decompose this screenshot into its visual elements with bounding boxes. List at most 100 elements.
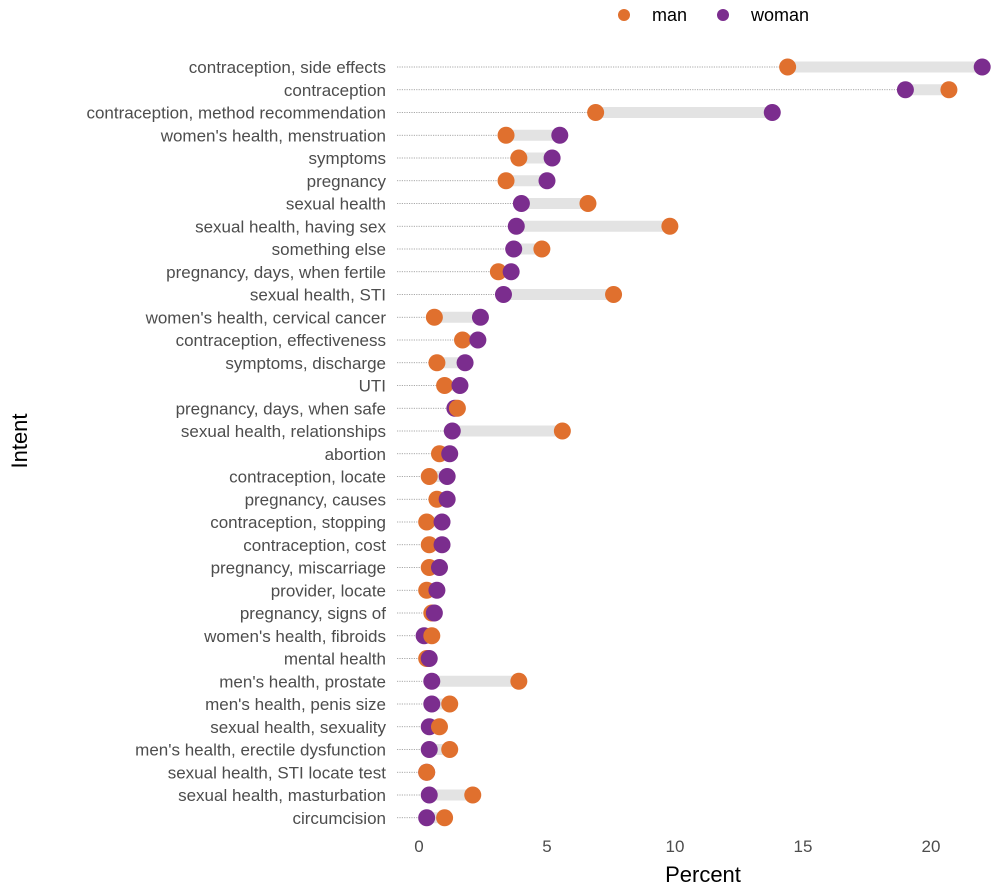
- point-woman-sexual-health-having-sex: [507, 217, 525, 235]
- legend-woman-marker: [717, 9, 729, 21]
- x-axis-title: Percent: [665, 862, 741, 887]
- point-woman-pregnancy: [538, 172, 556, 190]
- point-man-women-s-health-menstruation: [497, 126, 515, 144]
- category-label-pregnancy-miscarriage: pregnancy, miscarriage: [211, 559, 386, 578]
- point-man-contraception-cost: [420, 536, 438, 554]
- category-label-circumcision: circumcision: [292, 809, 386, 828]
- point-woman-pregnancy-days-when-fertile: [502, 263, 520, 281]
- category-label-sexual-health-sti: sexual health, STI: [250, 286, 386, 305]
- point-woman-contraception-stopping: [433, 513, 451, 531]
- category-labels: contraception, side effects contraception…: [86, 58, 386, 828]
- legend: man woman: [618, 5, 809, 25]
- x-tick-label-10: 10: [666, 837, 685, 856]
- category-label-contraception-locate: contraception, locate: [229, 468, 386, 487]
- category-label-contraception-cost: contraception, cost: [243, 536, 386, 555]
- category-label-pregnancy-days-when-fertile: pregnancy, days, when fertile: [166, 263, 386, 282]
- point-woman-sexual-health: [512, 195, 530, 212]
- point-woman-contraception-effectiveness: [469, 331, 487, 349]
- data-points: [415, 58, 991, 827]
- category-label-sexual-health-having-sex: sexual health, having sex: [195, 217, 386, 236]
- category-label-sexual-health: sexual health: [286, 195, 386, 214]
- point-woman-pregnancy-miscarriage: [430, 559, 448, 576]
- point-woman-sexual-health-sti: [494, 286, 512, 303]
- point-man-contraception: [940, 81, 958, 99]
- point-man-something-else: [533, 240, 551, 258]
- x-tick-label-0: 0: [414, 837, 423, 856]
- point-man-pregnancy-days-when-safe: [448, 399, 466, 417]
- point-man-contraception-side-effects: [779, 58, 797, 76]
- point-woman-abortion: [441, 445, 459, 463]
- point-woman-men-s-health-prostate: [423, 672, 441, 690]
- point-woman-contraception: [896, 81, 914, 99]
- x-axis-ticks: 0 5 10 15 20: [414, 837, 940, 856]
- category-label-men-s-health-penis-size: men's health, penis size: [205, 695, 386, 714]
- category-label-symptoms-discharge: symptoms, discharge: [225, 354, 386, 373]
- category-label-symptoms: symptoms: [309, 149, 386, 168]
- legend-woman-label: woman: [750, 5, 809, 25]
- point-woman-contraception-side-effects: [973, 58, 991, 76]
- point-woman-pregnancy-causes: [438, 490, 456, 508]
- point-man-symptoms: [510, 149, 528, 167]
- y-axis-title: Intent: [7, 413, 32, 468]
- point-man-men-s-health-prostate: [510, 672, 528, 690]
- x-tick-label-15: 15: [794, 837, 813, 856]
- category-label-sexual-health-sti-locate-test: sexual health, STI locate test: [168, 763, 387, 782]
- category-label-contraception-method-recommendation: contraception, method recommendation: [86, 104, 386, 123]
- point-woman-sexual-health-masturbation: [420, 786, 438, 804]
- point-man-circumcision: [436, 809, 454, 827]
- category-label-men-s-health-prostate: men's health, prostate: [219, 672, 386, 691]
- point-man-contraception-locate: [420, 468, 438, 485]
- point-man-contraception-stopping: [418, 513, 436, 531]
- point-man-sexual-health: [579, 195, 597, 212]
- category-label-mental-health: mental health: [284, 650, 386, 669]
- point-woman-sexual-health-relationships: [443, 422, 461, 440]
- point-woman-uti: [451, 377, 469, 394]
- category-label-abortion: abortion: [325, 445, 386, 464]
- point-woman-men-s-health-penis-size: [423, 695, 441, 713]
- point-woman-circumcision: [418, 809, 436, 827]
- category-label-sexual-health-relationships: sexual health, relationships: [181, 422, 386, 441]
- point-man-pregnancy-days-when-fertile: [489, 263, 507, 281]
- point-woman-contraception-method-recommendation: [763, 104, 781, 121]
- point-woman-women-s-health-cervical-cancer: [471, 308, 489, 326]
- category-label-women-s-health-fibroids: women's health, fibroids: [203, 627, 386, 646]
- point-woman-contraception-cost: [433, 536, 451, 554]
- category-label-contraception-stopping: contraception, stopping: [210, 513, 386, 532]
- point-woman-provider-locate: [428, 581, 446, 599]
- point-man-sexual-health-sexuality: [430, 718, 448, 736]
- category-label-pregnancy: pregnancy: [307, 172, 387, 191]
- x-tick-label-5: 5: [542, 837, 551, 856]
- point-woman-men-s-health-erectile-dysfunction: [420, 741, 438, 758]
- category-label-pregnancy-days-when-safe: pregnancy, days, when safe: [176, 399, 386, 418]
- point-man-sexual-health-masturbation: [464, 786, 482, 804]
- point-man-sexual-health-sti-locate-test: [418, 763, 436, 781]
- point-man-men-s-health-penis-size: [441, 695, 459, 713]
- category-label-men-s-health-erectile-dysfunction: men's health, erectile dysfunction: [135, 741, 386, 760]
- category-label-contraception-side-effects: contraception, side effects: [189, 58, 386, 77]
- point-man-pregnancy: [497, 172, 515, 190]
- point-man-women-s-health-fibroids: [423, 627, 441, 645]
- point-man-uti: [436, 377, 454, 394]
- point-woman-women-s-health-menstruation: [551, 126, 569, 144]
- point-woman-mental-health: [420, 650, 438, 667]
- category-label-sexual-health-sexuality: sexual health, sexuality: [210, 718, 386, 737]
- point-woman-contraception-locate: [438, 468, 456, 485]
- point-woman-pregnancy-signs-of: [425, 604, 443, 622]
- point-man-sexual-health-sti: [605, 286, 623, 303]
- category-label-something-else: something else: [272, 240, 386, 259]
- point-man-symptoms-discharge: [428, 354, 446, 372]
- category-label-sexual-health-masturbation: sexual health, masturbation: [178, 786, 386, 805]
- category-label-pregnancy-causes: pregnancy, causes: [245, 490, 386, 509]
- category-label-provider-locate: provider, locate: [271, 581, 386, 600]
- category-label-contraception: contraception: [284, 81, 386, 100]
- guide-lines: [397, 66, 906, 819]
- point-woman-symptoms: [543, 149, 561, 167]
- legend-man-marker: [618, 9, 630, 21]
- point-woman-something-else: [505, 240, 523, 258]
- point-man-contraception-method-recommendation: [587, 104, 605, 121]
- category-label-contraception-effectiveness: contraception, effectiveness: [176, 331, 386, 350]
- x-tick-label-20: 20: [922, 837, 941, 856]
- point-woman-symptoms-discharge: [456, 354, 474, 372]
- point-man-men-s-health-erectile-dysfunction: [441, 741, 459, 758]
